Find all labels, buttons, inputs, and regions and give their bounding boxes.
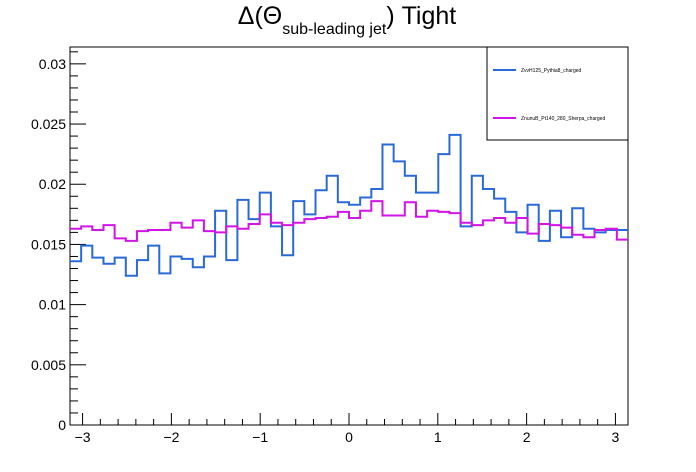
y-axis: 0 0.005 0.01 0.015 0.02 0.025 0.03 (31, 51, 86, 433)
x-tick-label: 3 (612, 429, 620, 445)
x-tick-label: −3 (75, 429, 91, 445)
y-tick-label: 0.02 (39, 176, 66, 192)
y-tick-label: 0 (58, 417, 66, 433)
x-tick-label: −1 (252, 429, 268, 445)
series-1-histogram-line (70, 133, 628, 277)
x-tick-label: 2 (523, 429, 531, 445)
legend-label-series-1: ZvvH125_Pythia8_charged (521, 68, 582, 74)
x-tick-label: −2 (163, 429, 179, 445)
chart-title: Δ(Θsub-leading jet) Tight (238, 2, 457, 38)
x-tick-label: 0 (345, 429, 353, 445)
y-tick-label: 0.005 (31, 357, 66, 373)
chart-title-prefix: Δ(Θ (238, 2, 282, 30)
y-tick-label: 0.01 (39, 297, 66, 313)
y-tick-label: 0.03 (39, 56, 66, 72)
x-axis: −3 −2 −1 0 1 2 3 (75, 413, 620, 445)
y-tick-label: 0.015 (31, 236, 66, 252)
chart-title-subscript: sub-leading jet (282, 21, 387, 38)
legend: ZvvH125_Pythia8_charged ZnunuB_Pt140_280… (486, 46, 629, 141)
series-layer (70, 133, 628, 277)
x-tick-label: 1 (434, 429, 442, 445)
chart-title-suffix: ) Tight (386, 2, 456, 30)
legend-label-series-2: ZnunuB_Pt140_280_Sherpa_charged (521, 116, 605, 122)
y-tick-label: 0.025 (31, 116, 66, 132)
legend-box (486, 46, 629, 141)
series-2-histogram-line (70, 200, 628, 242)
